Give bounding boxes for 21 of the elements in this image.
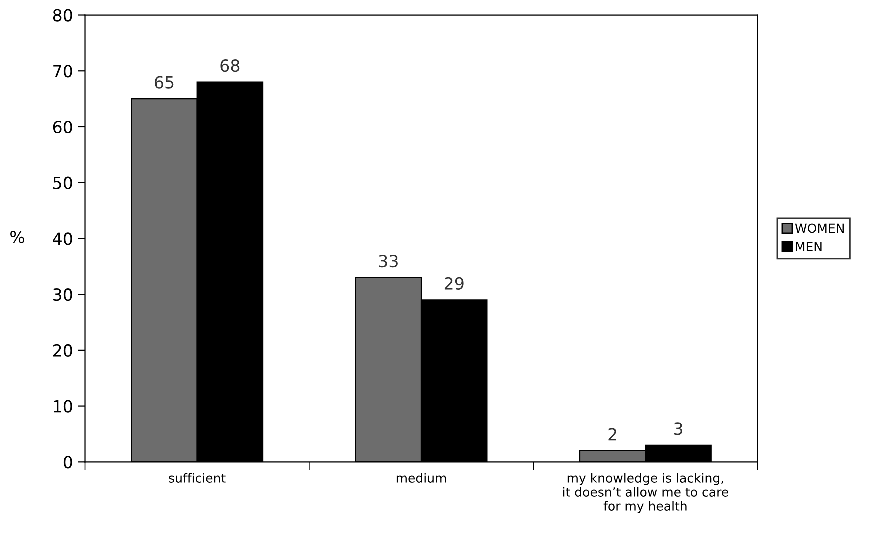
y-tick-label: 60 [53,120,72,134]
x-tick-label: sufficient [169,473,226,483]
y-tick-label: 0 [64,456,72,469]
y-tick-label: 80 [53,9,72,22]
y-tick-label: 30 [54,288,72,302]
y-tick-label: 20 [53,344,72,358]
legend-label: WOMEN [795,224,844,234]
y-axis-title: % [10,230,25,244]
data-label: 33 [379,255,398,268]
legend-label: MEN [796,242,822,252]
x-tick-label: medium [396,473,446,483]
y-tick-label: 70 [54,65,72,78]
data-label: 29 [444,277,464,290]
data-label: 68 [220,60,240,72]
data-label: 3 [674,422,682,436]
data-label: 65 [155,76,174,89]
data-label: 2 [608,428,616,441]
y-tick-label: 50 [54,176,72,190]
y-tick-label: 40 [53,232,72,246]
y-tick-label: 10 [54,400,72,413]
x-tick-label: my knowledge is lacking, it doesn’t allow me to care for my health [563,473,728,514]
